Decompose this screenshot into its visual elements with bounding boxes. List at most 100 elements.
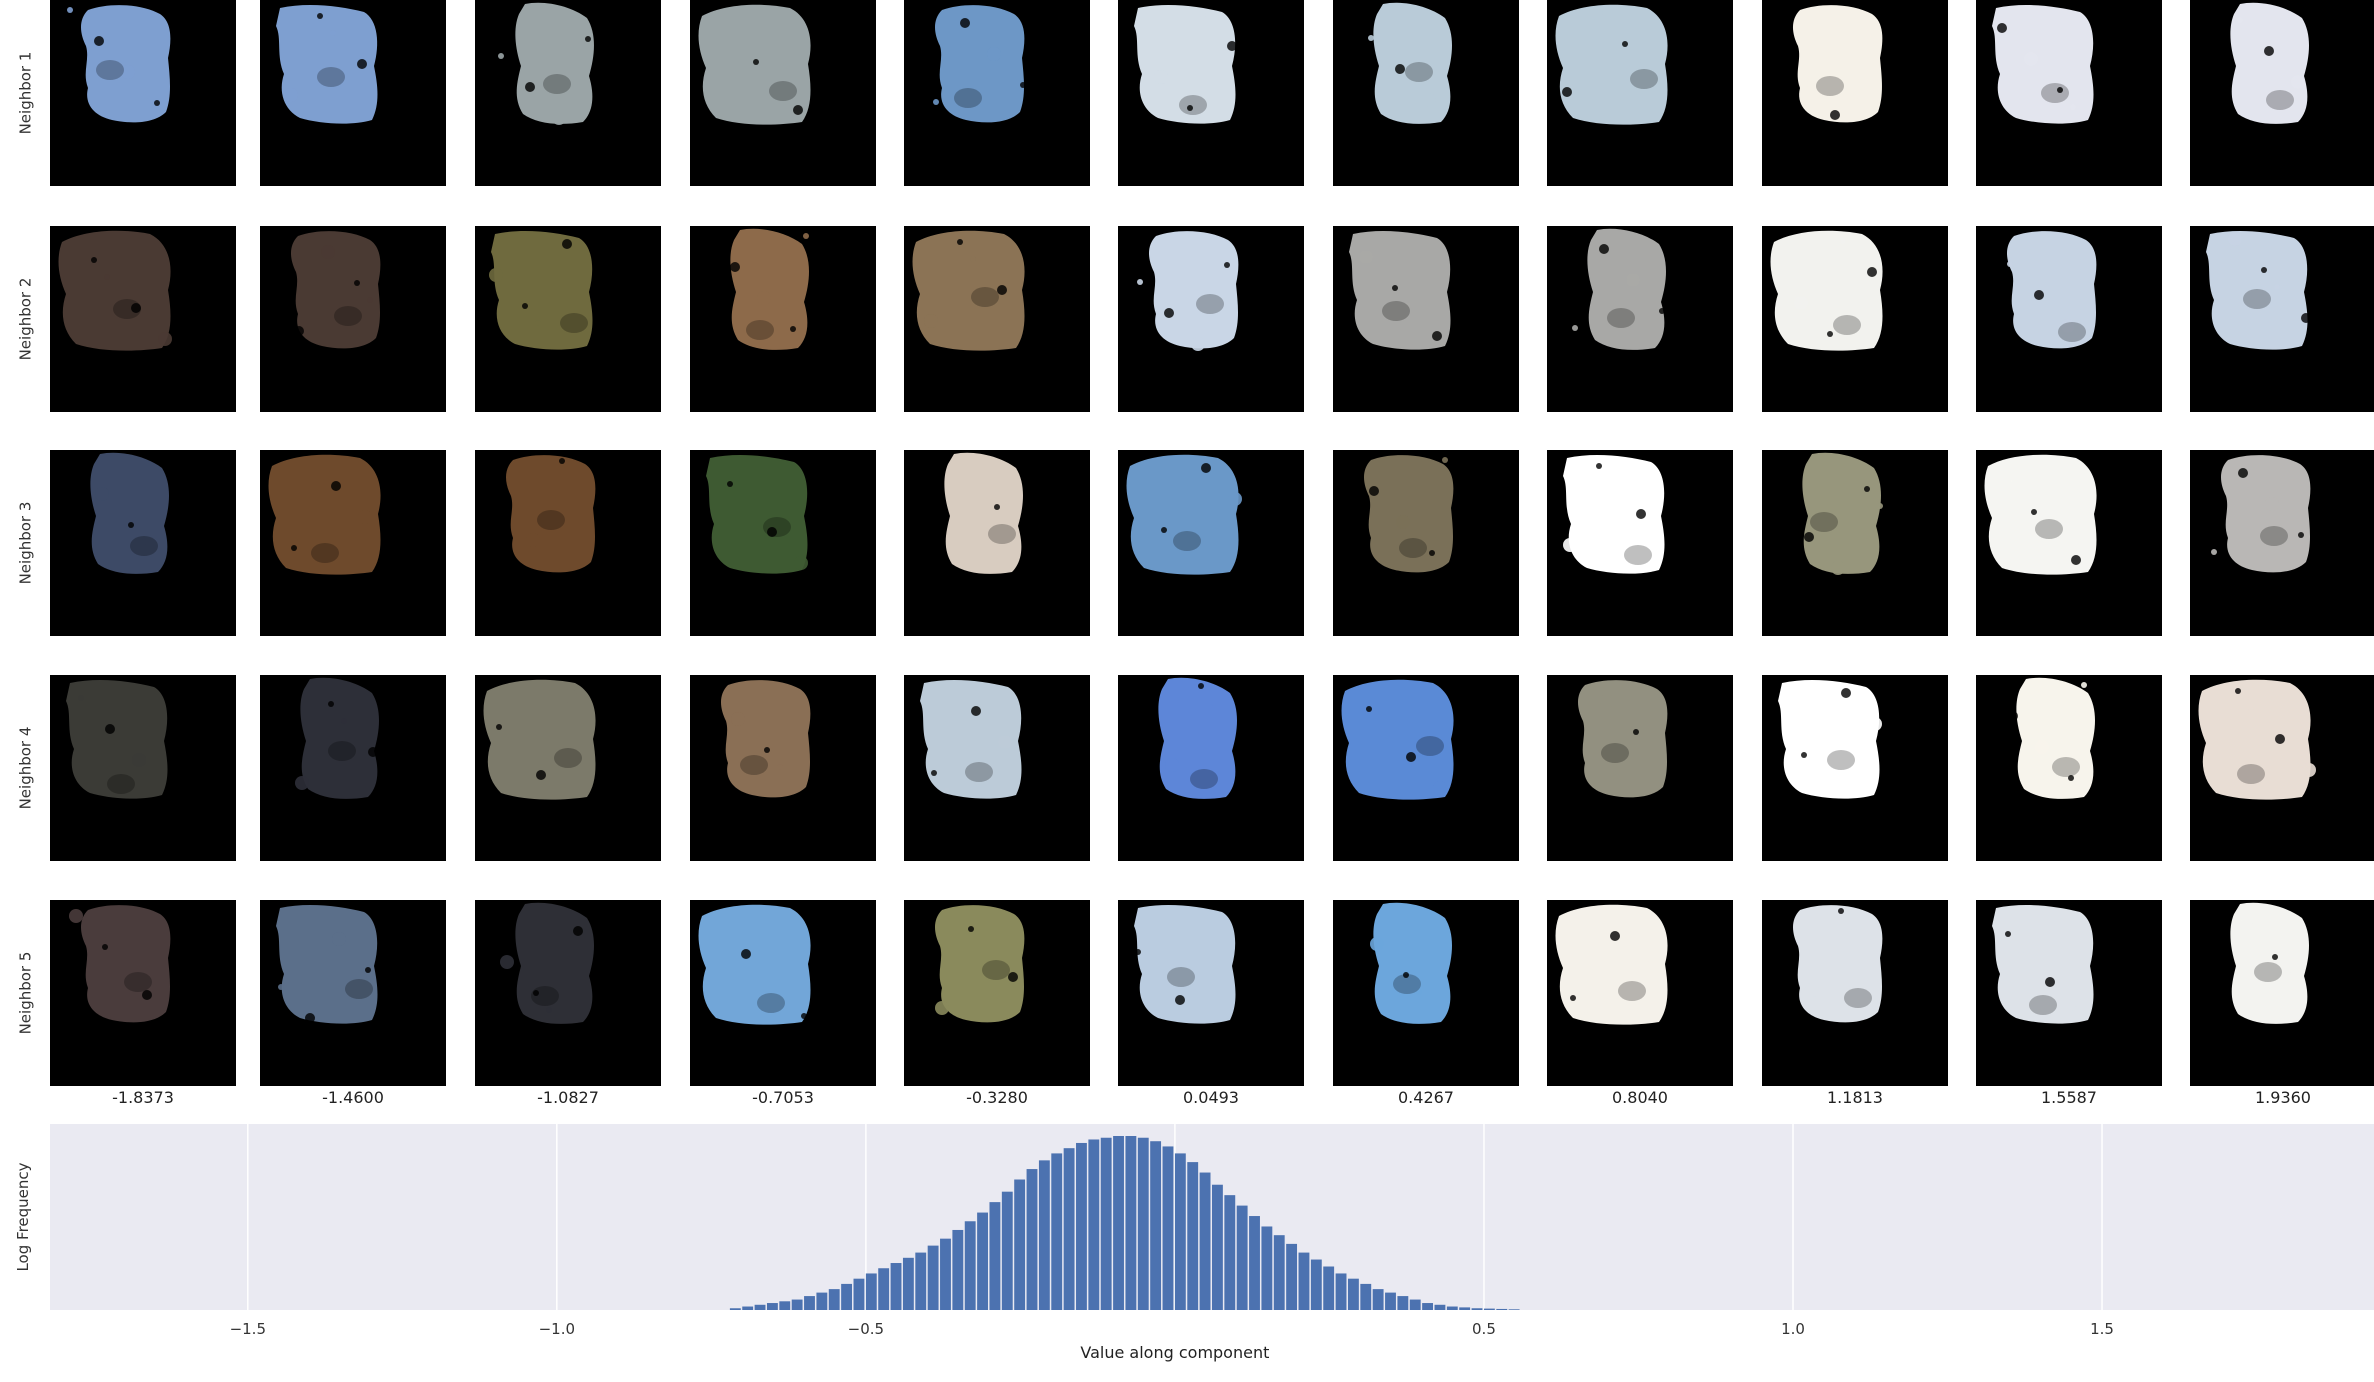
histogram-bar: [1187, 1162, 1199, 1310]
neighbor-patch-thumbnail: [475, 226, 661, 412]
patch-speckle: [777, 764, 783, 770]
patch-detail: [554, 748, 582, 768]
histogram-bar: [989, 1202, 1001, 1310]
patch-image: [706, 455, 808, 574]
patch-region: [1563, 455, 1665, 574]
patch-detail: [954, 88, 982, 108]
histogram-bar: [1174, 1153, 1186, 1310]
patch-speckle: [1573, 775, 1583, 785]
patch-speckle: [970, 256, 976, 262]
patch-speckle: [931, 770, 937, 776]
patch-region: [491, 231, 593, 350]
histogram-bar: [1360, 1283, 1372, 1310]
patch-speckle: [968, 926, 974, 932]
histogram-bar: [804, 1296, 815, 1310]
patch-speckle: [1622, 41, 1628, 47]
patch-image: [276, 5, 378, 124]
patch-speckle: [1997, 23, 2007, 33]
patch-speckle: [536, 770, 546, 780]
neighbor-patch-thumbnail: [475, 900, 661, 1086]
histogram-bar: [1347, 1278, 1359, 1310]
patch-speckle: [767, 527, 777, 537]
patch-speckle: [1563, 538, 1577, 552]
patch-speckle: [1596, 463, 1602, 469]
patch-speckle: [132, 753, 146, 767]
neighbor-patch-thumbnail: [2190, 675, 2374, 861]
patch-speckle: [291, 545, 297, 551]
patch-speckle: [1392, 285, 1398, 291]
patch-speckle: [2302, 763, 2316, 777]
patch-speckle: [1778, 954, 1788, 964]
column-value-label: 1.9360: [2255, 1088, 2311, 1107]
patch-region: [706, 455, 808, 574]
histogram-x-ticks: −1.5 −1.0 −0.5 0.5 1.0 1.5: [230, 1320, 2114, 1338]
patch-speckle: [730, 262, 740, 272]
patch-speckle: [1600, 694, 1614, 708]
patch-speckle: [546, 1007, 552, 1013]
patch-speckle: [768, 978, 782, 992]
patch-speckle: [1211, 700, 1217, 706]
patch-image: [2224, 2, 2309, 124]
patch-image: [1992, 905, 2094, 1024]
patch-speckle: [2034, 290, 2044, 300]
patch-speckle: [740, 498, 746, 504]
patch-speckle: [1636, 509, 1646, 519]
patch-speckle: [68, 458, 78, 468]
patch-speckle: [105, 724, 115, 734]
patch-detail: [1833, 315, 1861, 335]
patch-speckle: [2291, 75, 2305, 89]
patch-speckle: [317, 13, 323, 19]
patch-speckle: [2031, 509, 2037, 515]
patch-region: [1555, 4, 1668, 125]
patch-speckle: [1827, 331, 1833, 337]
patch-region: [1373, 902, 1452, 1024]
patch-region: [1373, 2, 1452, 124]
patch-speckle: [573, 926, 583, 936]
patch-region: [291, 231, 381, 349]
patch-speckle: [1202, 914, 1216, 928]
patch-speckle: [2068, 775, 2074, 781]
patch-speckle: [328, 701, 334, 707]
patch-speckle: [1805, 983, 1819, 997]
patch-image: [1555, 4, 1668, 125]
histogram-bar: [1273, 1235, 1285, 1310]
patch-speckle: [91, 257, 97, 263]
patch-detail: [1399, 538, 1427, 558]
patch-speckle: [304, 562, 310, 568]
patch-region: [1984, 454, 2097, 575]
patch-speckle: [1416, 989, 1422, 995]
neighbor-patch-thumbnail: [1762, 900, 1948, 1086]
patch-speckle: [801, 1013, 807, 1019]
patch-region: [2206, 231, 2308, 350]
patch-speckle: [803, 233, 809, 239]
patch-image: [295, 677, 379, 799]
patch-speckle: [496, 724, 502, 730]
patch-speckle: [2045, 977, 2055, 987]
patch-detail: [1405, 62, 1433, 82]
patch-speckle: [1633, 729, 1639, 735]
patch-speckle: [2239, 919, 2253, 933]
patch-detail: [334, 306, 362, 326]
patch-image: [1126, 454, 1242, 575]
patch-speckle: [1007, 521, 1013, 527]
neighbor-patch-thumbnail: [1762, 226, 1948, 412]
patch-speckle: [535, 320, 541, 326]
patch-speckle: [1355, 18, 1361, 24]
patch-speckle: [2248, 705, 2254, 711]
neighbor-patch-thumbnail: [904, 0, 1090, 186]
patch-image: [1364, 455, 1454, 573]
histogram-bar: [902, 1257, 914, 1310]
patch-image: [2211, 455, 2311, 573]
patch-region: [276, 905, 378, 1024]
patch-speckle: [2057, 87, 2063, 93]
patch-image: [698, 4, 811, 125]
patch-image: [1555, 904, 1668, 1025]
neighbor-patch-thumbnail: [475, 450, 661, 636]
patch-speckle: [321, 245, 335, 259]
histogram-bar: [1137, 1137, 1149, 1310]
patch-region: [483, 679, 596, 800]
histogram-bar: [1385, 1292, 1396, 1310]
neighbor-patch-thumbnail: [1976, 226, 2162, 412]
patch-detail: [769, 81, 797, 101]
patch-speckle: [1395, 64, 1405, 74]
